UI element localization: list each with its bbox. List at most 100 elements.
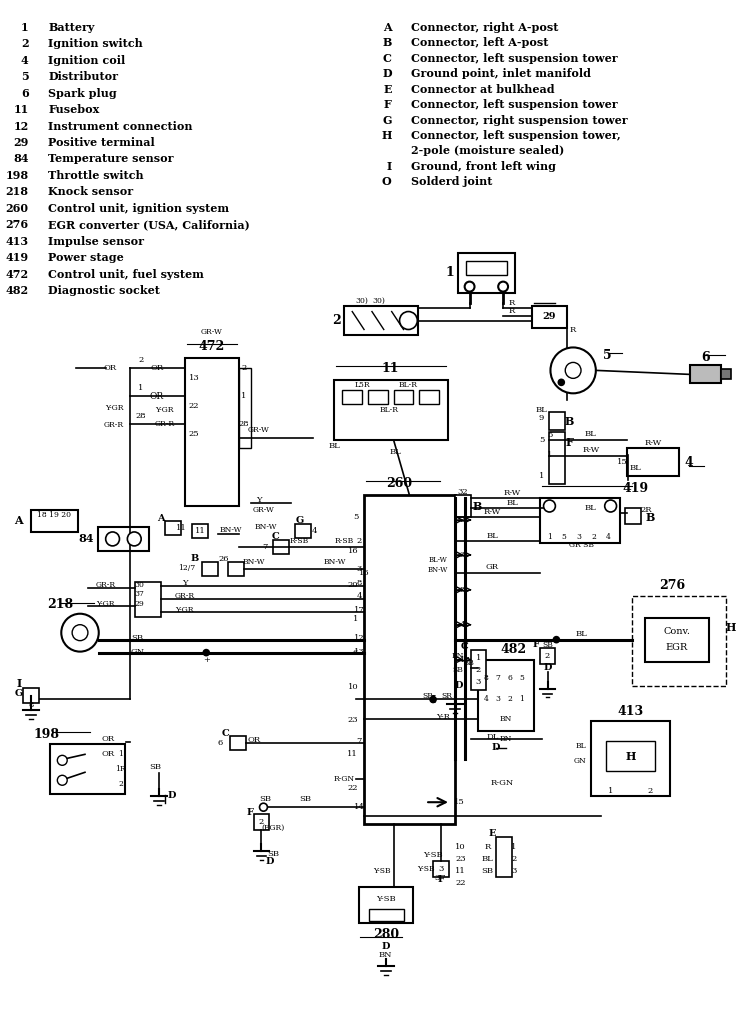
Text: Y-GR: Y-GR bbox=[156, 407, 174, 415]
Bar bbox=[625, 508, 641, 524]
Bar bbox=[394, 390, 414, 404]
Text: 2R: 2R bbox=[640, 506, 652, 514]
Circle shape bbox=[430, 696, 436, 702]
Text: Diagnostic socket: Diagnostic socket bbox=[48, 285, 160, 296]
Text: 5: 5 bbox=[519, 674, 525, 682]
Text: 7: 7 bbox=[356, 737, 362, 745]
Text: Y-GR: Y-GR bbox=[175, 606, 194, 613]
Text: D: D bbox=[544, 664, 552, 672]
Text: 3: 3 bbox=[577, 532, 581, 541]
Text: 1: 1 bbox=[21, 22, 29, 33]
Bar bbox=[295, 524, 311, 538]
Text: 482: 482 bbox=[5, 285, 29, 296]
Text: 5: 5 bbox=[562, 532, 567, 541]
Text: SB: SB bbox=[542, 641, 553, 648]
Text: Connector, left suspension tower: Connector, left suspension tower bbox=[411, 52, 618, 63]
Text: 276: 276 bbox=[5, 219, 29, 230]
Circle shape bbox=[57, 775, 67, 785]
Text: GR-W: GR-W bbox=[248, 426, 269, 434]
Text: R-SB: R-SB bbox=[335, 537, 354, 545]
Bar bbox=[632, 596, 726, 685]
Text: 3: 3 bbox=[438, 865, 444, 873]
Bar bbox=[540, 647, 556, 664]
Text: SB: SB bbox=[452, 666, 463, 674]
Text: SB: SB bbox=[259, 796, 271, 803]
Text: 1: 1 bbox=[547, 532, 552, 541]
Text: C: C bbox=[460, 642, 469, 651]
Text: R-SB: R-SB bbox=[290, 537, 308, 545]
Text: 8: 8 bbox=[484, 674, 489, 682]
Text: 3: 3 bbox=[435, 874, 440, 882]
Bar bbox=[334, 380, 448, 440]
Text: 17: 17 bbox=[354, 606, 364, 613]
Text: R: R bbox=[484, 843, 491, 851]
Text: Throttle switch: Throttle switch bbox=[48, 170, 144, 181]
Text: I: I bbox=[16, 678, 21, 689]
Circle shape bbox=[203, 649, 209, 655]
Text: Control unit, ignition system: Control unit, ignition system bbox=[48, 203, 230, 214]
Text: 198: 198 bbox=[33, 728, 60, 741]
Text: F: F bbox=[565, 436, 573, 447]
Text: OR: OR bbox=[150, 392, 164, 400]
Text: 12: 12 bbox=[14, 121, 29, 131]
Circle shape bbox=[553, 637, 559, 643]
Text: 6: 6 bbox=[701, 351, 710, 364]
Text: BL: BL bbox=[585, 504, 596, 512]
Text: BN: BN bbox=[500, 735, 513, 743]
Text: OR: OR bbox=[150, 365, 163, 373]
Circle shape bbox=[57, 756, 67, 765]
Text: B: B bbox=[472, 501, 482, 512]
Text: Connector, left suspension tower: Connector, left suspension tower bbox=[411, 99, 618, 111]
Text: GR SB: GR SB bbox=[569, 541, 593, 549]
Text: Connector, right A-post: Connector, right A-post bbox=[411, 22, 559, 33]
Text: Spark plug: Spark plug bbox=[48, 88, 117, 98]
Bar bbox=[342, 390, 362, 404]
Text: A: A bbox=[14, 515, 23, 526]
Text: SB: SB bbox=[268, 850, 279, 858]
Circle shape bbox=[106, 531, 119, 546]
Text: GR-W: GR-W bbox=[253, 506, 274, 514]
Text: OR: OR bbox=[247, 736, 260, 744]
Text: 2: 2 bbox=[476, 666, 481, 674]
Text: Y-SB: Y-SB bbox=[417, 865, 435, 873]
Text: 11: 11 bbox=[176, 524, 187, 531]
Text: 29: 29 bbox=[543, 312, 556, 322]
Text: Y-GR: Y-GR bbox=[96, 600, 114, 608]
Text: 482: 482 bbox=[501, 643, 527, 656]
Text: 32: 32 bbox=[457, 488, 468, 496]
Text: 198: 198 bbox=[5, 170, 29, 181]
Text: Ignition coil: Ignition coil bbox=[48, 54, 125, 66]
Text: 4: 4 bbox=[312, 527, 318, 535]
Circle shape bbox=[544, 500, 556, 512]
Text: 37: 37 bbox=[135, 590, 144, 598]
Text: D: D bbox=[454, 681, 463, 690]
Text: 2: 2 bbox=[138, 356, 144, 365]
Text: BL-R: BL-R bbox=[399, 381, 418, 389]
Circle shape bbox=[565, 362, 581, 378]
Text: B: B bbox=[646, 512, 655, 523]
Text: H: H bbox=[381, 130, 392, 141]
Text: Fusebox: Fusebox bbox=[48, 104, 100, 115]
Text: BN: BN bbox=[379, 951, 392, 958]
Text: GR-R: GR-R bbox=[175, 592, 194, 600]
Text: 2: 2 bbox=[591, 532, 596, 541]
Text: F: F bbox=[438, 874, 445, 884]
Bar bbox=[531, 305, 567, 328]
Text: 8: 8 bbox=[460, 586, 465, 594]
Text: 23: 23 bbox=[348, 717, 358, 724]
Text: 15: 15 bbox=[617, 458, 627, 466]
Text: 13: 13 bbox=[354, 647, 364, 655]
Text: A: A bbox=[157, 514, 165, 523]
Text: SR: SR bbox=[442, 691, 452, 699]
Circle shape bbox=[127, 531, 141, 546]
Text: GR-R: GR-R bbox=[104, 421, 123, 429]
Text: 20: 20 bbox=[348, 581, 358, 589]
Bar bbox=[645, 617, 709, 662]
Text: BL: BL bbox=[585, 430, 596, 438]
Bar bbox=[420, 390, 439, 404]
Text: GR: GR bbox=[486, 563, 499, 570]
Text: EGR converter (USA, California): EGR converter (USA, California) bbox=[48, 219, 250, 230]
Text: 1: 1 bbox=[138, 384, 144, 392]
Text: 25: 25 bbox=[188, 430, 199, 438]
Text: 11: 11 bbox=[455, 867, 466, 876]
